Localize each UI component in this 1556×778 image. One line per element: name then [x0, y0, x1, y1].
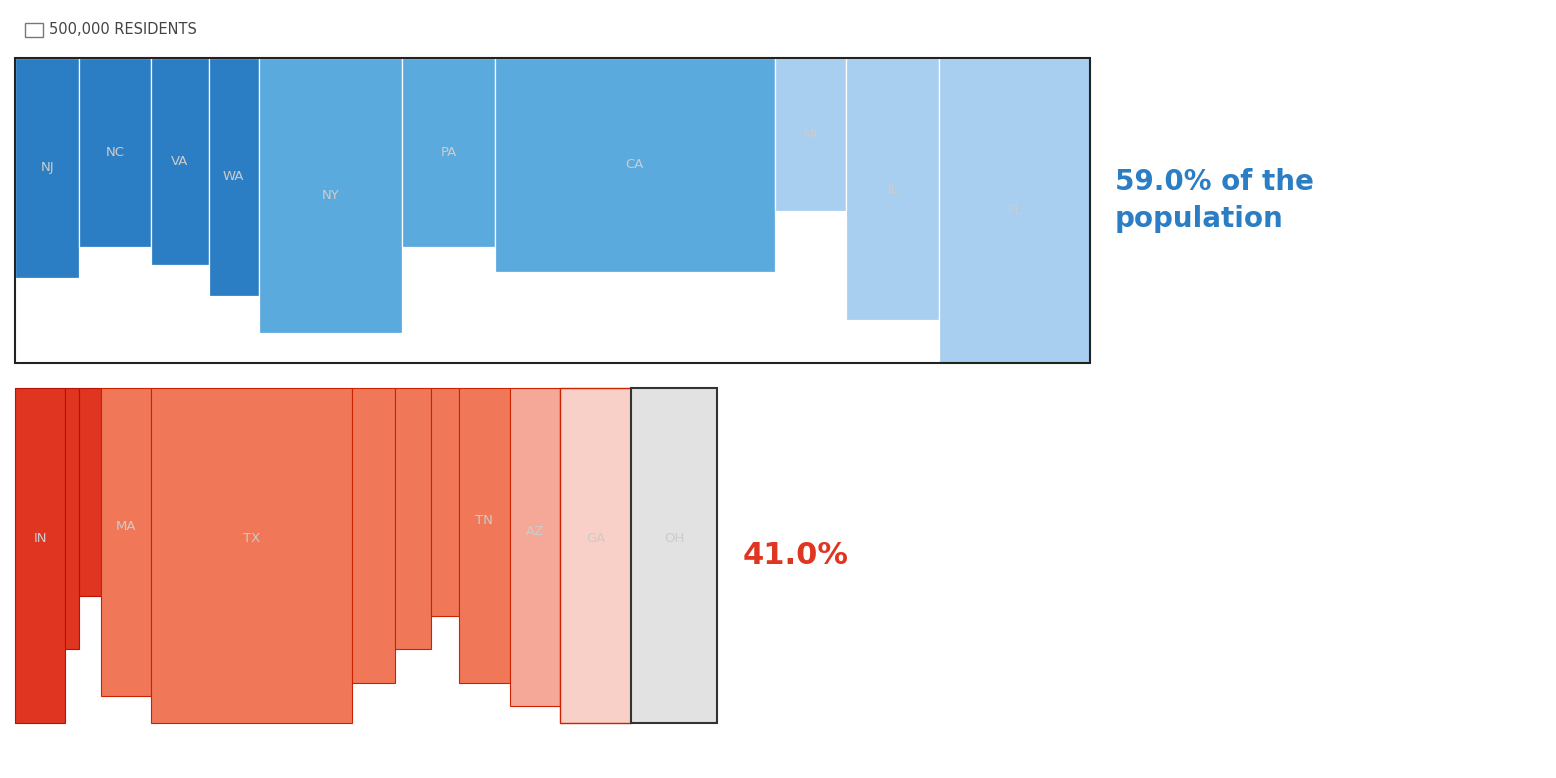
Text: IL: IL	[887, 183, 898, 195]
Bar	[25, 23, 44, 37]
Bar	[940, 58, 1091, 363]
Bar	[431, 388, 459, 616]
Text: AZ: AZ	[526, 524, 543, 538]
Text: 41.0%: 41.0%	[742, 541, 848, 570]
Text: IN: IN	[33, 532, 47, 545]
Text: TX: TX	[243, 532, 260, 545]
Bar	[258, 58, 401, 332]
Bar	[16, 58, 1091, 363]
Bar	[209, 58, 258, 296]
Bar	[65, 388, 79, 650]
Bar	[79, 58, 151, 247]
Bar	[395, 388, 431, 650]
Text: WA: WA	[223, 170, 244, 184]
Text: NJ: NJ	[40, 161, 54, 174]
Bar	[459, 388, 509, 683]
Bar	[775, 58, 846, 211]
Bar	[16, 388, 65, 723]
Bar	[101, 388, 151, 696]
Bar	[495, 58, 775, 272]
Bar	[846, 58, 940, 321]
Text: 59.0% of the
population: 59.0% of the population	[1116, 168, 1313, 233]
Text: VA: VA	[171, 155, 188, 168]
Text: FL: FL	[1007, 204, 1022, 217]
Text: GA: GA	[585, 532, 605, 545]
Bar	[352, 388, 395, 683]
Bar	[401, 58, 495, 247]
Bar	[16, 58, 79, 278]
Bar	[509, 388, 560, 706]
Text: OH: OH	[664, 532, 685, 545]
Bar	[79, 388, 101, 596]
Bar	[151, 388, 352, 723]
Text: 500,000 RESIDENTS: 500,000 RESIDENTS	[48, 22, 198, 37]
Text: CA: CA	[626, 158, 644, 171]
Text: MA: MA	[115, 520, 137, 533]
Text: PA: PA	[440, 146, 457, 159]
Text: NC: NC	[106, 146, 124, 159]
Bar	[151, 58, 209, 265]
Bar	[632, 388, 717, 723]
Bar	[560, 388, 632, 723]
Text: TN: TN	[476, 514, 493, 527]
Text: MI: MI	[803, 128, 818, 141]
Text: NY: NY	[322, 189, 339, 202]
